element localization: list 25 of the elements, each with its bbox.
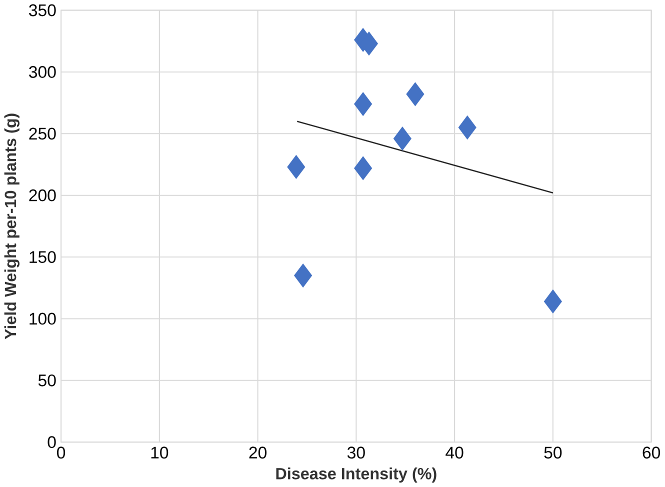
point (354, 92, 372, 116)
point (406, 82, 424, 106)
x-tick-label: 30 (347, 446, 365, 459)
point (354, 156, 372, 180)
y-tick-label: 350 (29, 4, 56, 16)
y-axis-title: Yield Weight per-10 plants (g) (4, 114, 20, 340)
y-tick-label: 250 (29, 128, 56, 140)
y-tick-label: 200 (29, 189, 56, 202)
y-tick-label: 100 (30, 312, 56, 325)
x-tick-label: 40 (446, 446, 464, 459)
x-tick-label: 50 (544, 446, 562, 459)
point (544, 290, 562, 314)
point (393, 126, 412, 151)
y-tick-label: 150 (30, 251, 56, 264)
y-tick-label: 50 (38, 374, 56, 386)
point (294, 264, 312, 288)
x-tick-label: 10 (151, 446, 168, 459)
point (287, 155, 306, 179)
x-axis-title: Disease Intensity (%) (276, 468, 436, 483)
x-tick-label: 60 (642, 446, 660, 459)
x-tick-label: 20 (249, 446, 267, 459)
x-tick-label: 0 (57, 446, 66, 459)
y-tick-label: 300 (29, 66, 56, 78)
y-tick-label: 0 (48, 436, 56, 448)
point (458, 116, 476, 140)
